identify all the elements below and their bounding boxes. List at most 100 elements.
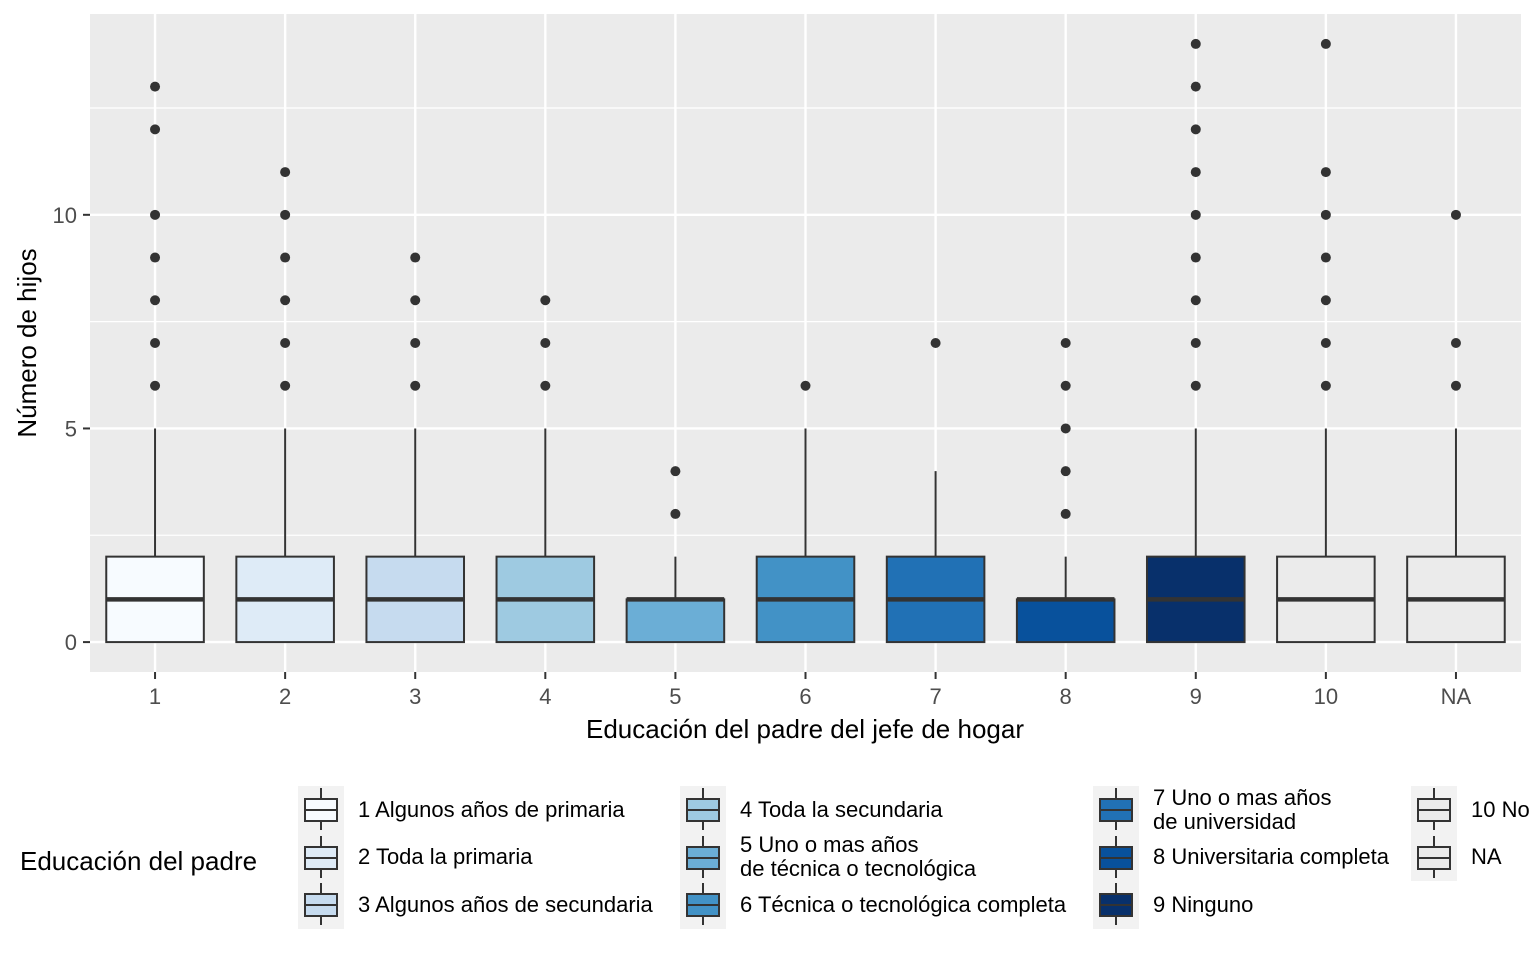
outlier-point — [280, 209, 291, 220]
outlier-point — [1320, 209, 1331, 220]
legend-label: 3 Algunos años de secundaria — [358, 891, 653, 917]
legend-key — [1417, 788, 1451, 830]
outlier-point — [1320, 38, 1331, 49]
outlier-point — [150, 209, 161, 220]
outlier-point — [1450, 380, 1461, 391]
x-tick-label: 3 — [409, 684, 421, 709]
legend-key — [304, 835, 338, 878]
outlier-point — [1320, 338, 1331, 348]
legend-key — [686, 883, 720, 925]
legend-label: 8 Universitaria completa — [1153, 844, 1389, 869]
box-9 — [1145, 38, 1246, 644]
x-tick-label: 8 — [1060, 684, 1072, 709]
legend-label: NA — [1471, 844, 1502, 869]
legend-key — [686, 835, 720, 878]
x-tick-label: 7 — [929, 684, 941, 709]
outlier-point — [410, 380, 421, 391]
outlier-point — [280, 380, 291, 391]
box-8 — [1015, 338, 1116, 644]
outlier-point — [280, 338, 291, 348]
outlier-point — [1320, 295, 1331, 306]
outlier-point — [410, 295, 421, 306]
x-tick-label: 9 — [1190, 684, 1202, 709]
legend-label: 10 No — [1471, 796, 1530, 822]
box-body — [625, 598, 726, 644]
box-body — [1015, 598, 1116, 644]
outlier-point — [1320, 167, 1331, 178]
box-2 — [235, 167, 335, 644]
outlier-point — [280, 295, 291, 306]
box-5 — [625, 466, 726, 644]
outlier-point — [1190, 81, 1201, 92]
outlier-point — [1190, 38, 1201, 49]
x-tick-label: 4 — [539, 684, 551, 709]
outlier-point — [1320, 380, 1331, 391]
legend-label: 7 Uno o mas años de universidad — [1153, 784, 1332, 834]
x-tick-label: 10 — [1314, 684, 1338, 709]
outlier-point — [1190, 124, 1201, 135]
legend-title: Educación del padre — [20, 846, 258, 876]
legend-label: 9 Ninguno — [1153, 891, 1254, 917]
x-tick-label: 2 — [279, 684, 291, 709]
outlier-point — [800, 380, 811, 391]
outlier-point — [540, 338, 551, 348]
legend-key — [1099, 835, 1133, 878]
outlier-point — [280, 167, 291, 178]
outlier-point — [1190, 338, 1201, 348]
outlier-point — [1190, 209, 1201, 220]
box-7 — [885, 338, 986, 644]
outlier-point — [410, 338, 421, 348]
box-10 — [1276, 38, 1376, 644]
box-3 — [365, 252, 466, 644]
x-tick-label: 5 — [669, 684, 681, 709]
y-tick-label: 10 — [53, 203, 77, 228]
outlier-point — [670, 508, 681, 519]
box-4 — [495, 295, 596, 644]
legend-label: 1 Algunos años de primaria — [358, 796, 625, 822]
boxplot-chart: 0 5 10 1 2 3 4 5 6 7 8 9 10 NA Educación del padre de… — [12, 14, 1521, 744]
box-6 — [755, 380, 856, 644]
boxes-group — [105, 38, 1506, 644]
outlier-point — [1320, 252, 1331, 263]
legend-label: 2 Toda la primaria — [358, 844, 533, 869]
outlier-point — [150, 252, 161, 263]
axes-group: 0 5 10 1 2 3 4 5 6 7 8 9 10 NA — [53, 203, 1472, 709]
outlier-point — [150, 81, 161, 92]
legend-label: 5 Uno o mas años de técnica o tecnológic… — [740, 832, 977, 881]
outlier-point — [930, 338, 941, 348]
outlier-point — [1060, 423, 1071, 434]
y-axis-title: Número de hijos — [12, 248, 42, 437]
y-tick-label: 5 — [65, 416, 77, 441]
outlier-point — [1190, 295, 1201, 306]
legend-label: 4 Toda la secundaria — [740, 796, 943, 822]
outlier-point — [1060, 466, 1071, 477]
box-NA — [1406, 209, 1506, 644]
legend-key — [1099, 883, 1133, 925]
outlier-point — [1450, 338, 1461, 348]
box-1 — [105, 81, 205, 644]
x-tick-label: 6 — [799, 684, 811, 709]
y-tick-label: 0 — [65, 630, 77, 655]
x-tick-label: NA — [1441, 684, 1472, 709]
outlier-point — [1060, 380, 1071, 391]
legend-key — [304, 883, 338, 925]
outlier-point — [1450, 209, 1461, 220]
outlier-point — [150, 338, 161, 348]
outlier-point — [410, 252, 421, 263]
outlier-point — [1190, 252, 1201, 263]
outlier-point — [540, 295, 551, 306]
outlier-point — [1190, 380, 1201, 391]
x-tick-label: 1 — [149, 684, 161, 709]
outlier-point — [540, 380, 551, 391]
legend-key — [304, 788, 338, 830]
legend-label: 6 Técnica o tecnológica completa — [740, 891, 1067, 917]
outlier-point — [150, 295, 161, 306]
outlier-point — [280, 252, 291, 263]
legend-key — [1099, 788, 1133, 830]
outlier-point — [150, 380, 161, 391]
outlier-point — [150, 124, 161, 135]
outlier-point — [1190, 167, 1201, 178]
x-axis-title: Educación del padre del jefe de hogar — [586, 714, 1024, 744]
legend-key — [1417, 835, 1451, 878]
outlier-point — [1060, 338, 1071, 348]
